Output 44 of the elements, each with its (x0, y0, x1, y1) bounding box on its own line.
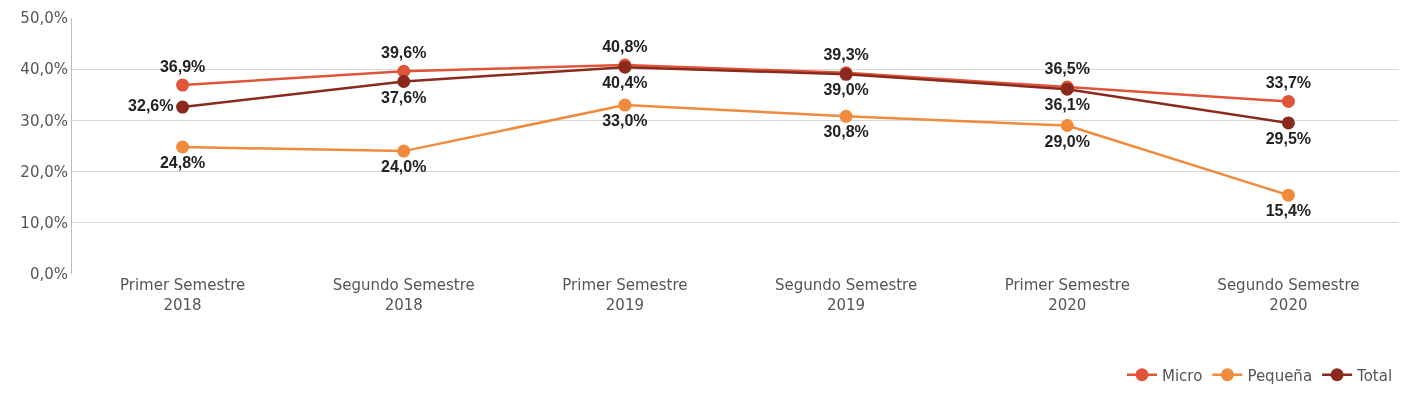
point (1060, 119, 1074, 133)
y-tick-label: 40,0% (20, 60, 68, 79)
data-label: 33,0% (602, 112, 648, 130)
x-tick-label: Primer Semestre 2020 (1004, 276, 1130, 314)
data-label: 24,8% (159, 154, 206, 172)
x-tick-label: Primer Semestre 2019 (562, 276, 688, 314)
data-label: 36,5% (1044, 60, 1090, 77)
data-label: 40,8% (602, 37, 648, 55)
data-label: 24,0% (381, 158, 427, 176)
point (1281, 188, 1295, 202)
x-tick-label: Segundo Semestre 2020 (1217, 276, 1360, 314)
data-label: 33,7% (1265, 74, 1312, 92)
data-label: 29,5% (1265, 130, 1312, 148)
y-tick-label: 20,0% (20, 162, 68, 181)
data-label: 29,0% (1044, 132, 1090, 150)
point (176, 78, 190, 92)
data-label: 36,1% (1044, 96, 1090, 114)
x-tick-label: Segundo Semestre 2019 (775, 276, 918, 314)
data-label: 15,4% (1265, 202, 1312, 220)
data-label: 39,3% (823, 45, 869, 63)
data-label: 30,8% (823, 123, 869, 141)
point (397, 144, 411, 158)
legend-label: Pequeña (1247, 366, 1313, 385)
y-tick-label: 30,0% (20, 111, 68, 130)
y-tick-label: 10,0% (20, 214, 68, 233)
data-label: 37,6% (381, 88, 427, 106)
point (839, 109, 853, 123)
y-tick-label: 0,0% (29, 265, 68, 284)
data-label: 32,6% (128, 97, 174, 115)
data-label: 39,6% (381, 44, 427, 62)
y-tick-label: 50,0% (20, 9, 68, 28)
data-label: 40,4% (602, 74, 648, 92)
point (176, 100, 190, 114)
legend-label: Total (1356, 366, 1393, 385)
x-tick-label: Primer Semestre 2018 (119, 276, 246, 314)
x-tick-label: Segundo Semestre 2018 (332, 276, 475, 314)
data-label: 36,9% (159, 57, 206, 75)
point (1281, 94, 1295, 108)
point (1281, 116, 1295, 130)
point (618, 98, 632, 112)
point (176, 140, 190, 154)
legend-label: Micro (1162, 366, 1203, 385)
point (397, 74, 411, 88)
data-label: 39,0% (823, 81, 869, 99)
